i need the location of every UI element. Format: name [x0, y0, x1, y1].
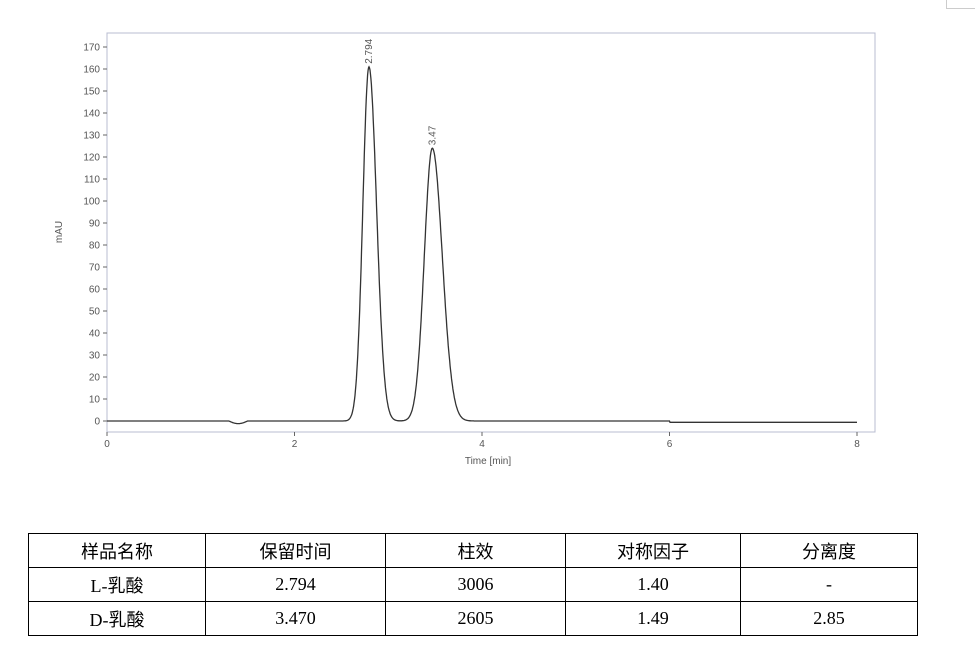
y-tick-label: 10: [89, 395, 101, 406]
plot-frame: [106, 32, 876, 433]
y-tick-label: 140: [83, 109, 100, 120]
y-tick-label: 40: [89, 329, 101, 340]
y-tick-label: 70: [89, 263, 101, 274]
table-cell: 1.40: [565, 567, 741, 602]
table-cell: 3.470: [205, 601, 386, 636]
y-tick-label: 100: [83, 197, 100, 208]
table-cell: L-乳酸: [28, 567, 206, 602]
table-row: D-乳酸 3.470 2605 1.49 2.85: [28, 601, 918, 636]
chromatogram-trace: [107, 65, 857, 425]
y-tick-label: 20: [89, 373, 101, 384]
y-tick-label: 50: [89, 307, 101, 318]
y-tick-label: 0: [94, 417, 100, 428]
y-tick-label: 170: [83, 43, 100, 54]
y-tick-label: 30: [89, 351, 101, 362]
y-tick-label: 150: [83, 87, 100, 98]
y-tick-label: 60: [89, 285, 101, 296]
peak-label: 3.47: [427, 125, 438, 145]
header-cell: 样品名称: [28, 533, 206, 568]
table-cell: D-乳酸: [28, 601, 206, 636]
x-tick-label: 4: [479, 439, 485, 450]
page-corner-mark: [946, 0, 975, 9]
x-tick-label: 0: [104, 439, 110, 450]
y-tick-label: 120: [83, 153, 100, 164]
x-axis-label: Time [min]: [465, 456, 512, 467]
y-tick-label: 110: [84, 175, 100, 186]
table-cell: 3006: [385, 567, 566, 602]
x-tick-label: 8: [854, 439, 860, 450]
header-cell: 分离度: [740, 533, 918, 568]
table-cell: -: [740, 567, 918, 602]
table-cell: 1.49: [565, 601, 741, 636]
table-row: L-乳酸 2.794 3006 1.40 -: [28, 567, 918, 602]
y-axis-label: mAU: [54, 221, 65, 243]
table-cell: 2.85: [740, 601, 918, 636]
peak-label: 2.794: [364, 38, 375, 63]
header-cell: 保留时间: [205, 533, 386, 568]
x-tick-label: 2: [292, 439, 298, 450]
results-table: 样品名称 保留时间 柱效 对称因子 分离度 L-乳酸 2.794 3006 1.…: [28, 533, 918, 636]
header-cell: 对称因子: [565, 533, 741, 568]
y-tick-label: 130: [83, 131, 100, 142]
table-header-row: 样品名称 保留时间 柱效 对称因子 分离度: [28, 533, 918, 568]
table-cell: 2605: [385, 601, 566, 636]
x-tick-label: 6: [667, 439, 673, 450]
y-tick-label: 90: [89, 219, 101, 230]
y-tick-label: 160: [83, 65, 100, 76]
chromatogram-chart: 0102030405060708090100110120130140150160…: [54, 32, 876, 467]
header-cell: 柱效: [385, 533, 566, 568]
table-cell: 2.794: [205, 567, 386, 602]
y-tick-label: 80: [89, 241, 101, 252]
